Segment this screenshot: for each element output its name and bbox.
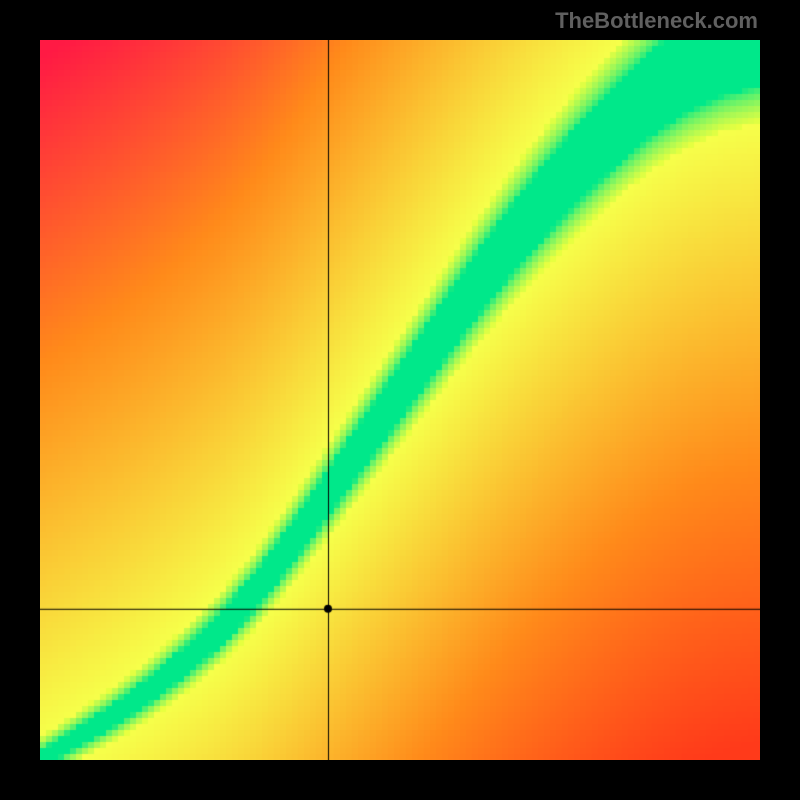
chart-container: TheBottleneck.com xyxy=(0,0,800,800)
heatmap-plot-area xyxy=(40,40,760,760)
heatmap-canvas xyxy=(40,40,760,760)
watermark-text: TheBottleneck.com xyxy=(555,8,758,34)
